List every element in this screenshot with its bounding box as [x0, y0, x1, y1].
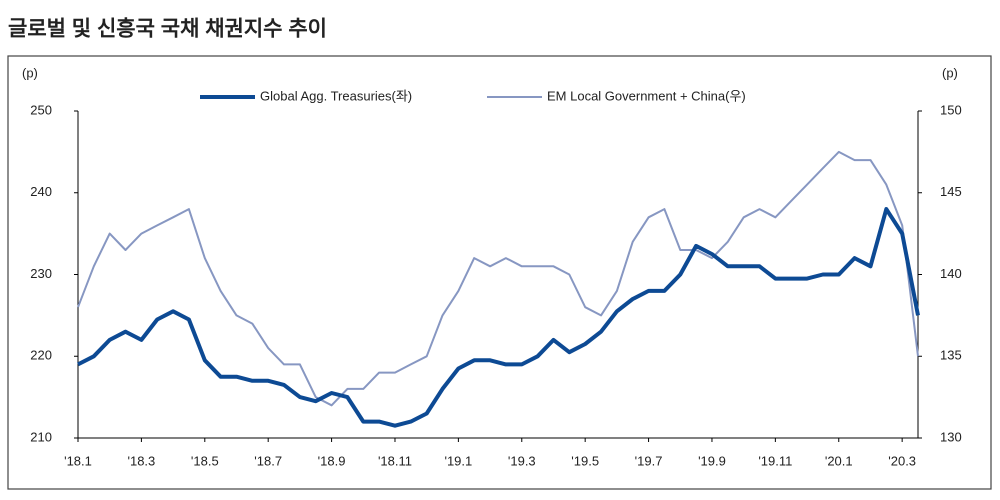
- y-tick-label: 210: [30, 429, 52, 444]
- frame: [7, 55, 992, 490]
- line-series: [77, 150, 919, 407]
- y2-tick-label: 135: [940, 348, 962, 363]
- x-tick-label: '20.3: [888, 453, 916, 468]
- x-tick-label: '18.1: [64, 453, 92, 468]
- legend-label: EM Local Government + China(우): [547, 88, 746, 103]
- y-tick-label: 250: [30, 102, 52, 117]
- y2-tick-label: 140: [940, 266, 962, 281]
- x-tick-label: '19.5: [571, 453, 599, 468]
- x-tick-label: '18.9: [318, 453, 346, 468]
- chart-title: 글로벌 및 신흥국 국채 채권지수 추이: [8, 18, 327, 41]
- line-series: [77, 207, 920, 428]
- y2-unit: (p): [942, 65, 958, 80]
- x-tick-label: '18.7: [254, 453, 282, 468]
- y-tick-label: 240: [30, 184, 52, 199]
- x-tick-label: '19.3: [508, 453, 536, 468]
- x-tick-label: '19.7: [635, 453, 663, 468]
- x-tick-label: '18.3: [127, 453, 155, 468]
- y2-tick-label: 130: [940, 429, 962, 444]
- y-tick-label: 230: [30, 266, 52, 281]
- x-tick-label: '18.11: [378, 453, 412, 468]
- x-tick-label: '20.1: [825, 453, 853, 468]
- y-tick-label: 220: [30, 348, 52, 363]
- x-tick-label: '18.5: [191, 453, 219, 468]
- x-tick-label: '19.11: [758, 453, 792, 468]
- y2-tick-label: 150: [940, 102, 962, 117]
- x-tick-label: '19.1: [444, 453, 472, 468]
- x-tick-label: '19.9: [698, 453, 726, 468]
- legend-label: Global Agg. Treasuries(좌): [260, 88, 412, 103]
- y2-tick-label: 145: [940, 184, 962, 199]
- y-unit: (p): [22, 65, 38, 80]
